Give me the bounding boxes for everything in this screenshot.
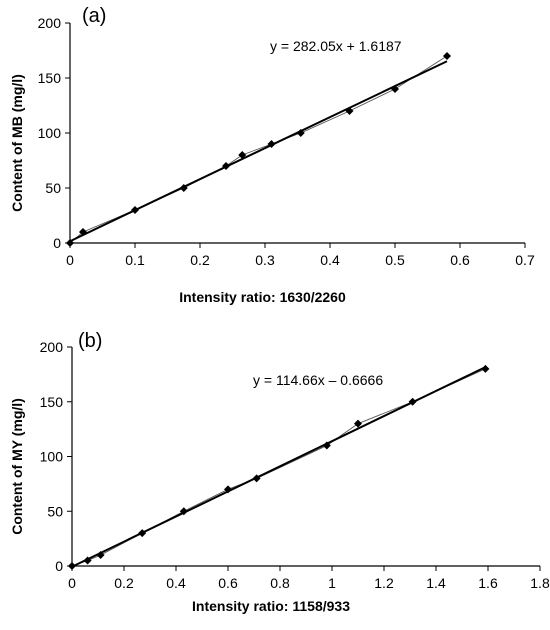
data-point bbox=[83, 556, 92, 565]
y-tick-label: 50 bbox=[45, 180, 61, 196]
x-tick-label: 1.8 bbox=[530, 575, 550, 591]
x-tick-label: 0.4 bbox=[166, 575, 186, 591]
data-point bbox=[443, 52, 451, 60]
data-point bbox=[354, 419, 362, 428]
data-point bbox=[345, 107, 354, 115]
data-point bbox=[138, 529, 147, 538]
data-point bbox=[66, 239, 74, 247]
y-axis-label: Content of MB (mg/l) bbox=[9, 74, 25, 212]
data-point bbox=[322, 441, 331, 450]
y-tick-label: 200 bbox=[40, 339, 64, 355]
x-tick-label: 0.4 bbox=[320, 252, 340, 268]
x-tick-label: 0.2 bbox=[190, 252, 210, 268]
data-point bbox=[68, 562, 76, 570]
y-tick-label: 150 bbox=[40, 394, 64, 410]
y-tick-label: 50 bbox=[47, 503, 63, 519]
chart-panel-a: 0 50 100 150 200 0 0.1 0.2 0.3 0.4 0.5 0.6 0.7 Intens… bbox=[9, 5, 535, 305]
data-point bbox=[296, 129, 305, 137]
data-point bbox=[179, 507, 188, 516]
trendline bbox=[69, 60, 448, 243]
x-tick-label: 0.6 bbox=[218, 575, 238, 591]
data-point bbox=[267, 140, 276, 148]
y-tick-label: 100 bbox=[38, 125, 62, 141]
x-tick-label: 0.1 bbox=[125, 252, 145, 268]
y-tick-label: 0 bbox=[55, 558, 63, 574]
x-tick-label: 0.5 bbox=[385, 252, 405, 268]
data-point bbox=[252, 474, 261, 483]
data-point bbox=[96, 551, 105, 560]
data-point bbox=[224, 485, 232, 494]
x-tick-label: 0.3 bbox=[255, 252, 275, 268]
x-tick-label: 0.8 bbox=[270, 575, 290, 591]
x-tick-label: 1.4 bbox=[426, 575, 446, 591]
y-axis-label: Content of MY (mg/l) bbox=[9, 398, 25, 535]
data-point bbox=[408, 397, 417, 406]
data-point bbox=[481, 364, 490, 373]
x-tick-label: 1.2 bbox=[374, 575, 394, 591]
x-tick-label: 1 bbox=[328, 575, 336, 591]
x-tick-label: 0 bbox=[66, 252, 74, 268]
y-tick-label: 150 bbox=[38, 70, 62, 86]
y-tick-label: 0 bbox=[53, 235, 61, 251]
data-point bbox=[222, 162, 230, 170]
x-tick-label: 0.2 bbox=[114, 575, 134, 591]
data-point bbox=[238, 151, 247, 159]
x-axis-label: Intensity ratio: 1630/2260 bbox=[179, 289, 346, 305]
x-tick-label: 1.6 bbox=[478, 575, 498, 591]
y-tick-label: 200 bbox=[38, 15, 62, 31]
chart-panel-b: 0 50 100 150 200 0 0.2 0.4 0.6 0.8 1 1.2 1.4 1.6 1.8 In… bbox=[9, 330, 550, 614]
data-point bbox=[391, 85, 399, 93]
x-tick-label: 0 bbox=[68, 575, 76, 591]
trendline bbox=[71, 366, 486, 568]
y-tick-label: 100 bbox=[40, 449, 64, 465]
panel-label: (b) bbox=[78, 330, 102, 352]
x-tick-label: 0.6 bbox=[450, 252, 470, 268]
trendline-equation: y = 282.05x + 1.6187 bbox=[270, 38, 402, 54]
x-tick-label: 0.7 bbox=[515, 252, 535, 268]
panel-label: (a) bbox=[82, 5, 106, 27]
data-point bbox=[79, 228, 87, 236]
data-point bbox=[179, 184, 188, 192]
trendline-equation: y = 114.66x – 0.6666 bbox=[253, 372, 383, 388]
data-point bbox=[131, 206, 139, 214]
x-axis-label: Intensity ratio: 1158/933 bbox=[192, 598, 350, 614]
